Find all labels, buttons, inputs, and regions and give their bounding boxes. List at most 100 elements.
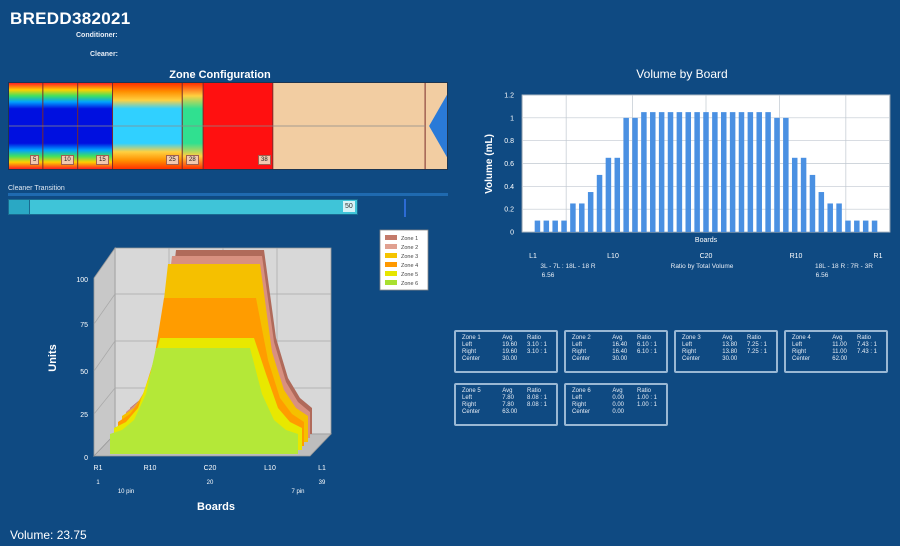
x-tick-R10: R10	[790, 253, 803, 260]
legend-label-zone-6: Zone 6	[401, 281, 418, 287]
ratio-header: Ratio	[526, 388, 541, 394]
zone-marker-5[interactable]: 5	[30, 155, 40, 165]
units-xtick-C20: C20	[204, 465, 217, 472]
bar-R14	[756, 112, 762, 232]
right-label: Right	[462, 349, 477, 355]
ratio-header: Ratio	[636, 335, 651, 341]
bar-R17	[729, 112, 736, 232]
zone-configuration-strip[interactable]	[8, 82, 448, 170]
zone-marker-15[interactable]: 15	[96, 155, 109, 165]
area-zone-6	[110, 348, 298, 454]
center-value: 62.00	[832, 356, 848, 362]
center-label: Center	[792, 356, 811, 362]
zone-box-title: Zone 5	[462, 388, 481, 394]
right-label: Right	[572, 349, 587, 355]
legend-label-zone-2: Zone 2	[401, 245, 418, 251]
units-y-axis-label: Units	[47, 344, 59, 372]
x-tick-R1: R1	[874, 253, 883, 260]
left-avg: 16.40	[612, 342, 628, 348]
zone-summary-box-6: Zone 6 Avg Ratio Left 0.00 1.00 : 1 Right 0.00 1…	[564, 383, 668, 426]
right-label: Right	[682, 349, 697, 355]
right-avg: 16.40	[612, 349, 628, 355]
bar-L6	[579, 203, 585, 232]
right-avg: 7.80	[502, 402, 514, 408]
legend-swatch-zone-5	[385, 271, 397, 276]
center-value: 30.00	[502, 356, 518, 362]
right-avg: 0.00	[612, 402, 625, 408]
zone-box-title: Zone 6	[572, 388, 591, 394]
center-label: Center	[572, 409, 591, 415]
bar-R2	[862, 220, 869, 232]
left-ratio: 7.25 : 1	[746, 342, 767, 348]
units-ytick-25: 25	[80, 412, 88, 419]
cleaner-transition-marker[interactable]	[404, 199, 406, 217]
bar-L13	[641, 112, 647, 232]
bar-L11	[623, 117, 629, 232]
units-xnum-1: 1	[96, 480, 100, 486]
ratio-right-group: 18L - 18 R : 7R - 3R	[815, 263, 873, 270]
units-ytick-100: 100	[76, 277, 88, 284]
bar-L2	[543, 220, 550, 232]
cleaner-label: Cleaner:	[90, 51, 119, 58]
zone-box-title: Zone 3	[682, 335, 701, 341]
zone-marker-10[interactable]: 10	[61, 155, 74, 165]
legend-label-zone-5: Zone 5	[401, 272, 418, 278]
units-xtick-R1: R1	[94, 465, 103, 472]
avg-header: Avg	[832, 335, 843, 341]
bar-L5	[570, 203, 576, 232]
bar-L8	[596, 174, 603, 232]
volume-ytick-6: 1.2	[504, 93, 514, 100]
zone-summary-box-4: Zone 4 Avg Ratio Left 11.00 7.43 : 1 Right 11.0…	[784, 330, 888, 373]
zone-marker-25[interactable]: 25	[166, 155, 179, 165]
units-ytick-50: 50	[80, 369, 88, 376]
ratio-left-value: 6.56	[542, 272, 555, 279]
ratio-header: Ratio	[636, 388, 651, 394]
bar-R10	[791, 157, 798, 232]
units-ytick-75: 75	[80, 322, 88, 329]
legend-label-zone-4: Zone 4	[401, 263, 418, 269]
bar-R3	[854, 220, 860, 232]
zone-summary-box-1: Zone 1 Avg Ratio Left 19.60 3.10 : 1 Right 19.6…	[454, 330, 558, 373]
legend-swatch-zone-1	[385, 235, 397, 240]
volume-ytick-3: 0.6	[504, 161, 514, 168]
left-label: Left	[572, 395, 583, 401]
bar-R13	[765, 112, 771, 232]
bar-L14	[650, 112, 656, 232]
zone-marker-38[interactable]: 38	[258, 155, 271, 165]
bar-C20	[703, 112, 709, 232]
left-avg: 19.60	[502, 342, 518, 348]
ratio-right-value: 6.56	[816, 272, 829, 279]
left-ratio: 6.10 : 1	[636, 342, 657, 348]
volume-ytick-1: 0.2	[504, 207, 514, 214]
x-tick-L10: L10	[607, 253, 619, 260]
legend-swatch-zone-6	[385, 280, 397, 285]
bar-R9	[800, 157, 807, 232]
avg-header: Avg	[612, 335, 623, 341]
cleaner-transition-handle[interactable]	[9, 200, 30, 214]
units-xnum-10pin: 10 pin	[118, 489, 134, 495]
cleaner-transition-bar[interactable]	[8, 199, 358, 215]
bar-L1	[534, 220, 541, 232]
bar-R18	[720, 112, 727, 232]
x-tick-L1: L1	[529, 253, 537, 260]
left-label: Left	[682, 342, 693, 348]
units-xnum-7pin: 7 pin	[291, 489, 304, 495]
zone-summary-box-3: Zone 3 Avg Ratio Left 13.80 7.25 : 1 Right 13.8…	[674, 330, 778, 373]
zone-box-title: Zone 2	[572, 335, 591, 341]
bar-L17	[676, 112, 683, 232]
left-label: Left	[462, 342, 473, 348]
zone-marker-28[interactable]: 28	[186, 155, 199, 165]
bar-L15	[658, 112, 665, 232]
bar-L9	[605, 157, 612, 232]
avg-header: Avg	[612, 388, 623, 394]
zone-summary-box-2: Zone 2 Avg Ratio Left 16.40 6.10 : 1 Right 16.4…	[564, 330, 668, 373]
right-ratio: 7.25 : 1	[746, 349, 767, 355]
legend-swatch-zone-4	[385, 262, 397, 267]
bar-L16	[667, 112, 674, 232]
bar-R8	[809, 174, 816, 232]
right-ratio: 7.43 : 1	[856, 349, 877, 355]
bar-R15	[747, 112, 754, 232]
ratio-header: Ratio	[746, 335, 761, 341]
bar-R7	[818, 192, 825, 232]
ratio-header: Ratio	[856, 335, 871, 341]
